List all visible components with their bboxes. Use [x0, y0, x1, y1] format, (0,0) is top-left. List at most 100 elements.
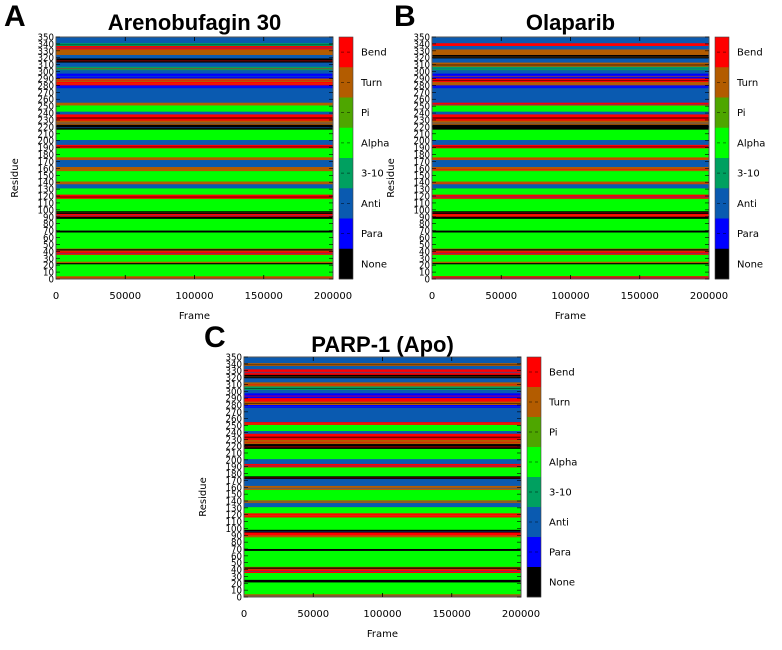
y-tick-label: 170 — [226, 476, 243, 487]
heatmap-noise — [56, 168, 333, 170]
heatmap-noise — [244, 376, 521, 378]
x-tick-label: 200000 — [502, 609, 540, 620]
y-tick-label: 40 — [231, 565, 242, 576]
x-axis-label: Frame — [179, 311, 210, 322]
y-tick-label: 80 — [231, 538, 242, 549]
heatmap-band — [244, 389, 521, 394]
x-axis-label: Frame — [555, 311, 586, 322]
y-tick-label: 10 — [419, 268, 430, 279]
colorbar-label: 3-10 — [361, 169, 384, 180]
y-tick-label: 60 — [231, 551, 242, 562]
heatmap-band — [432, 231, 709, 249]
heatmap-band — [432, 160, 709, 168]
colorbar-segment — [339, 158, 353, 189]
heatmap-line — [56, 263, 333, 265]
y-tick-label: 170 — [414, 157, 431, 168]
y-tick-label: 350 — [414, 33, 431, 44]
colorbar-segment — [527, 417, 541, 448]
y-tick-label: 220 — [38, 122, 55, 133]
heatmap-band — [432, 184, 709, 189]
panel-title: PARP-1 (Apo) — [311, 332, 454, 357]
heatmap-band — [244, 503, 521, 508]
colorbar-segment — [339, 188, 353, 219]
y-tick-label: 350 — [38, 33, 55, 44]
colorbar-label: Bend — [361, 48, 387, 59]
heatmap-noise — [56, 83, 333, 85]
y-tick-label: 90 — [43, 212, 54, 223]
colorbar-segment — [339, 97, 353, 129]
y-tick-label: 10 — [231, 586, 242, 597]
y-tick-label: 190 — [226, 462, 243, 473]
y-tick-label: 340 — [414, 39, 431, 50]
y-tick-label: 20 — [43, 261, 54, 272]
heatmap-chart: 0 50000 100000 150000 200000Frame01020304050… — [10, 33, 389, 323]
y-tick-label: 60 — [419, 233, 430, 244]
colorbar-segment — [715, 218, 729, 250]
heatmap-band — [432, 218, 709, 231]
heatmap-line — [432, 231, 709, 233]
heatmap-band — [432, 188, 709, 195]
heatmap-band — [244, 365, 521, 370]
y-tick-label: 40 — [43, 247, 54, 258]
y-tick-label: 120 — [414, 192, 431, 203]
colorbar-segment — [527, 447, 541, 478]
y-tick-label: 280 — [414, 81, 431, 92]
y-tick-label: 160 — [414, 164, 431, 175]
heatmap-band — [244, 378, 521, 383]
colorbar-frame — [714, 36, 730, 280]
heatmap-noise — [56, 196, 333, 198]
colorbar-segment — [527, 507, 541, 538]
y-tick-label: 270 — [38, 88, 55, 99]
heatmap-band — [432, 140, 709, 146]
heatmap-band — [56, 188, 333, 195]
colorbar-label: None — [737, 259, 763, 270]
heatmap-noise — [56, 103, 333, 105]
y-tick-label: 50 — [419, 240, 430, 251]
heatmap-chart: 0 50000 100000 150000 200000Frame01020304050… — [198, 353, 577, 641]
heatmap-noise — [432, 168, 709, 170]
y-tick-label: 80 — [419, 219, 430, 230]
y-tick-label: 50 — [43, 240, 54, 251]
x-tick-label: 50000 — [297, 609, 329, 620]
heatmap-noise — [432, 122, 709, 124]
heatmap-band — [244, 467, 521, 477]
heatmap-noise — [432, 68, 709, 70]
x-tick-label: 100000 — [363, 609, 401, 620]
heatmap-band — [432, 263, 709, 277]
colorbar-segment — [715, 248, 729, 280]
heatmap-noise — [56, 212, 333, 214]
heatmap-noise — [432, 212, 709, 214]
y-tick-label: 10 — [43, 268, 54, 279]
colorbar-label: 3-10 — [737, 169, 760, 180]
x-tick-label: 100000 — [551, 291, 589, 302]
y-tick-label: 300 — [38, 67, 55, 78]
y-tick-label: 280 — [38, 81, 55, 92]
panel-title: Olaparib — [525, 10, 616, 35]
colorbar-segment — [715, 188, 729, 219]
heatmap-noise — [56, 68, 333, 70]
heatmap-line — [56, 249, 333, 251]
heatmap-noise — [432, 117, 709, 119]
heatmap-noise — [244, 364, 521, 366]
y-tick-label: 170 — [38, 157, 55, 168]
heatmap-noise — [244, 371, 521, 374]
heatmap-band — [244, 424, 521, 432]
colorbar-label: Anti — [549, 518, 569, 529]
heatmap-noise — [244, 436, 521, 439]
heatmap-noise — [244, 446, 521, 448]
y-tick-label: 0 — [237, 593, 243, 604]
heatmap-noise — [56, 51, 333, 54]
y-tick-label: 110 — [414, 198, 431, 209]
heatmap-band — [244, 579, 521, 583]
colorbar-segment — [527, 537, 541, 568]
y-tick-label: 150 — [414, 171, 431, 182]
y-tick-label: 240 — [38, 109, 55, 120]
y-tick-label: 310 — [226, 380, 243, 391]
heatmap-band — [56, 70, 333, 74]
y-tick-label: 30 — [231, 572, 242, 583]
y-tick-label: 250 — [38, 102, 55, 113]
y-tick-label: 220 — [414, 122, 431, 133]
panel-c: C PARP-1 (Apo) 0 50000 100000 150000 200000 F… — [188, 320, 592, 650]
y-tick-label: 320 — [414, 53, 431, 64]
heatmap-line — [244, 581, 521, 583]
